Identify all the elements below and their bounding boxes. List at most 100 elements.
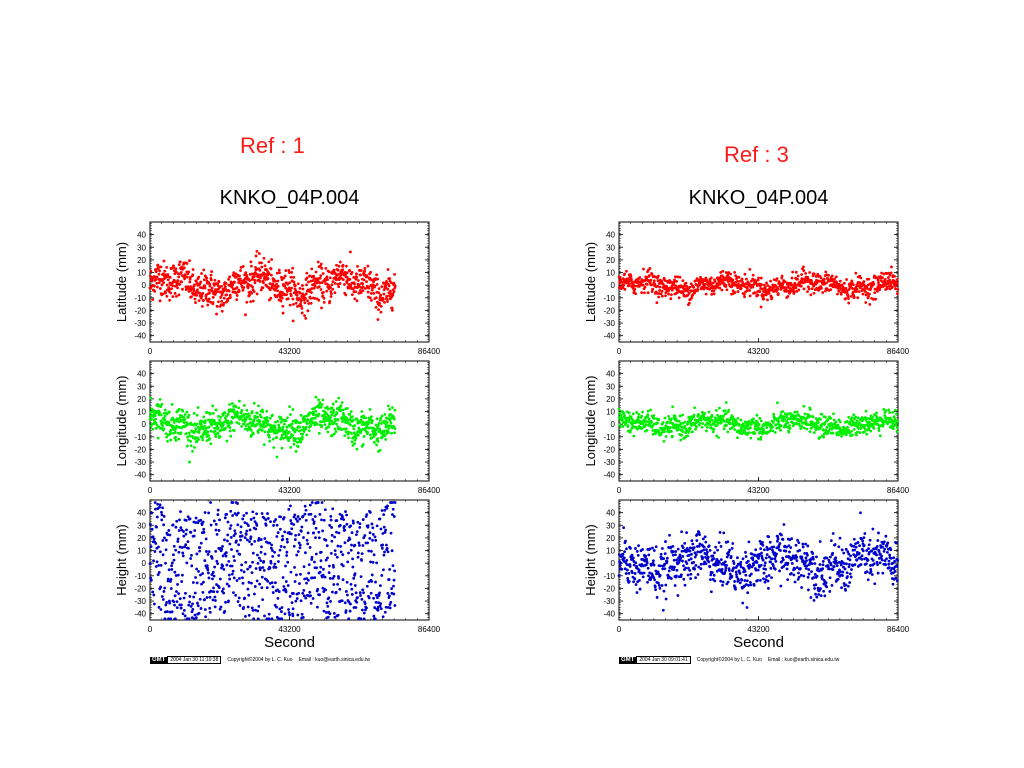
data-point: [640, 414, 644, 418]
data-point: [248, 279, 252, 283]
data-point: [855, 290, 858, 294]
data-point: [299, 529, 303, 533]
data-point: [283, 612, 287, 616]
data-point: [241, 576, 244, 580]
data-point: [330, 539, 334, 543]
data-point: [170, 610, 174, 614]
data-point: [238, 277, 242, 281]
data-point: [371, 538, 374, 542]
data-point: [215, 559, 219, 563]
data-point: [250, 264, 253, 268]
data-point: [697, 413, 701, 417]
data-point: [175, 600, 179, 604]
data-point: [179, 431, 183, 435]
data-point: [718, 282, 722, 286]
data-point: [681, 413, 684, 417]
y-tick-label: 40: [137, 231, 146, 240]
data-point: [185, 444, 189, 448]
data-point: [317, 431, 321, 435]
data-point: [174, 270, 178, 274]
data-point: [318, 401, 322, 405]
data-point: [664, 435, 668, 438]
data-point: [246, 605, 250, 609]
data-point: [199, 573, 202, 577]
data-point: [686, 289, 689, 293]
data-point: [280, 446, 284, 450]
data-point: [350, 415, 354, 419]
data-point: [162, 281, 166, 285]
data-point: [169, 428, 173, 432]
data-point: [719, 270, 723, 274]
data-point: [275, 455, 279, 459]
data-point: [389, 281, 393, 285]
data-point: [663, 430, 666, 434]
data-point: [221, 413, 225, 417]
data-point: [286, 540, 289, 544]
data-point: [249, 518, 253, 521]
data-point: [748, 268, 752, 271]
data-point: [349, 582, 353, 586]
data-point: [157, 563, 161, 567]
data-point: [305, 577, 309, 580]
data-point: [231, 569, 235, 573]
data-point: [662, 439, 666, 443]
data-point: [188, 276, 192, 279]
data-point: [268, 439, 272, 443]
data-point: [172, 544, 176, 548]
data-point: [236, 502, 239, 505]
data-point: [276, 284, 280, 288]
data-point: [262, 443, 266, 447]
data-point: [165, 435, 169, 439]
data-point: [207, 576, 211, 580]
data-point: [377, 308, 380, 312]
data-point: [700, 425, 704, 429]
data-point: [320, 306, 323, 310]
data-point: [346, 276, 349, 279]
data-point: [380, 414, 384, 418]
data-point: [252, 419, 256, 423]
data-point: [300, 311, 304, 315]
data-point: [191, 581, 195, 584]
data-point: [686, 434, 690, 438]
data-point: [355, 272, 358, 276]
data-point: [388, 603, 392, 606]
data-point: [211, 295, 215, 299]
data-point: [230, 402, 234, 405]
data-point: [285, 537, 289, 541]
data-point: [379, 293, 383, 297]
data-point: [710, 292, 714, 296]
data-point: [223, 538, 226, 542]
data-point: [353, 572, 357, 576]
data-point: [895, 292, 899, 295]
data-point: [158, 287, 162, 290]
data-point: [812, 272, 816, 276]
x-tick-label: 86400: [887, 347, 910, 356]
data-point: [239, 530, 243, 534]
data-point: [258, 419, 262, 423]
data-point: [380, 546, 384, 550]
data-point: [818, 279, 821, 283]
data-point: [623, 414, 626, 418]
data-point: [168, 298, 172, 302]
data-point: [193, 591, 197, 595]
data-point: [748, 289, 751, 292]
data-point: [228, 426, 232, 429]
data-point: [225, 563, 229, 567]
data-point: [274, 581, 277, 585]
series-latitude: [617, 265, 900, 309]
data-point: [361, 518, 365, 521]
data-point: [259, 276, 262, 280]
data-point: [308, 411, 312, 415]
data-point: [806, 290, 809, 294]
data-point: [677, 428, 681, 431]
data-point: [232, 534, 236, 538]
data-point: [182, 534, 186, 538]
data-point: [309, 301, 313, 305]
data-point: [370, 522, 374, 526]
data-point: [392, 425, 396, 428]
data-point: [166, 275, 170, 278]
data-point: [218, 418, 221, 422]
data-point: [820, 286, 823, 290]
data-point: [195, 552, 199, 556]
